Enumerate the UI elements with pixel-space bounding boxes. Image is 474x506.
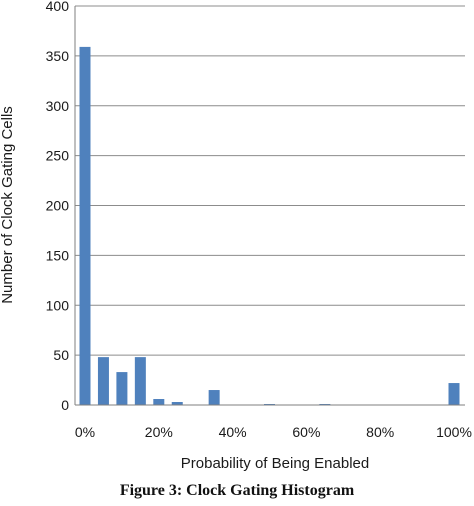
y-tick-label: 300 [46, 98, 70, 114]
bar [97, 357, 109, 405]
x-tick-labels: 0% 20% 40% 60% 80% 100% [75, 424, 472, 440]
x-tick-label: 20% [145, 424, 173, 440]
y-tick-label: 50 [53, 347, 69, 363]
y-tick-label: 150 [46, 247, 70, 263]
bar [134, 357, 146, 405]
bar [153, 399, 165, 405]
y-tick-label: 100 [46, 297, 70, 313]
bar [448, 383, 460, 405]
x-axis-label: Probability of Being Enabled [181, 455, 369, 472]
histogram-chart: 0 50 100 150 200 250 300 350 400 0% 20% 40% 60% 80% 1… [0, 0, 472, 472]
x-tick-label: 0% [75, 424, 95, 440]
axes [74, 6, 465, 406]
bars [79, 46, 460, 406]
x-tick-label: 100% [436, 424, 472, 440]
bar [79, 46, 91, 406]
y-axis-label: Number of Clock Gating Cells [0, 106, 16, 304]
figure-caption: Figure 3: Clock Gating Histogram [119, 482, 355, 499]
x-tick-label: 60% [292, 424, 320, 440]
y-tick-label: 250 [46, 148, 70, 164]
y-tick-label: 350 [46, 48, 70, 64]
gridlines [75, 5, 465, 356]
y-tick-label: 0 [61, 397, 69, 413]
bar [208, 390, 220, 405]
bar [116, 372, 128, 405]
y-tick-labels: 0 50 100 150 200 250 300 350 400 [46, 0, 70, 413]
bar [171, 402, 183, 405]
y-tick-label: 200 [46, 198, 70, 214]
y-tick-label: 400 [46, 0, 70, 14]
x-tick-label: 40% [219, 424, 247, 440]
x-tick-label: 80% [366, 424, 394, 440]
